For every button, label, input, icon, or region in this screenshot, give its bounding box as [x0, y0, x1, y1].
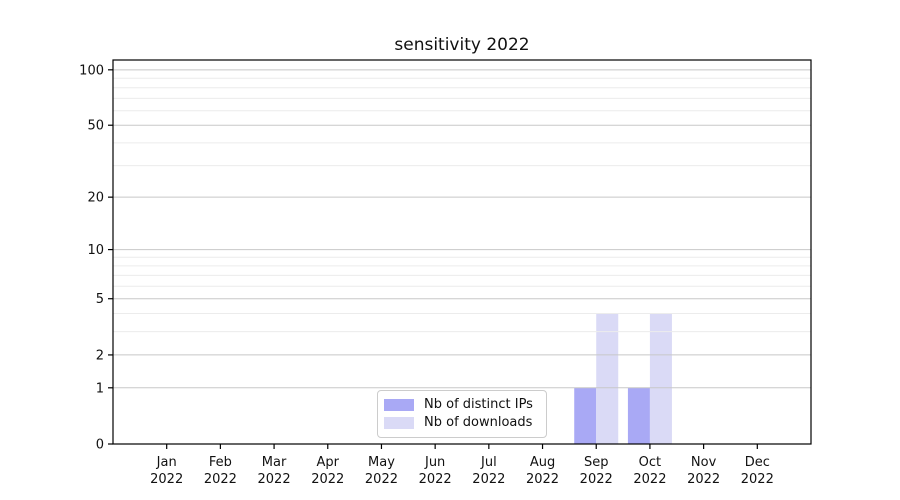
- legend-label-distinct-ips: Nb of distinct IPs: [424, 397, 533, 412]
- y-tick-label: 20: [87, 191, 104, 206]
- x-tick-label-month: Aug: [530, 455, 555, 470]
- x-tick-label-year: 2022: [687, 472, 720, 487]
- bar-downloads: [596, 313, 619, 444]
- y-tick-label: 10: [87, 243, 104, 258]
- y-tick-label: 1: [96, 381, 104, 396]
- x-tick-label-year: 2022: [419, 472, 452, 487]
- x-tick-label-year: 2022: [150, 472, 183, 487]
- x-tick-label-year: 2022: [311, 472, 344, 487]
- x-tick-label-year: 2022: [526, 472, 559, 487]
- legend-swatch-distinct-ips: [384, 399, 414, 411]
- chart-title: sensitivity 2022: [394, 35, 530, 55]
- legend-item-downloads: Nb of downloads: [384, 415, 540, 431]
- y-tick-label: 5: [96, 292, 104, 307]
- x-tick-label-year: 2022: [204, 472, 237, 487]
- x-tick-label-month: Nov: [691, 455, 717, 470]
- x-tick-label-month: Feb: [209, 455, 232, 470]
- legend: Nb of distinct IPs Nb of downloads: [377, 390, 547, 438]
- axes-frame: [112, 59, 812, 445]
- legend-item-distinct-ips: Nb of distinct IPs: [384, 397, 540, 413]
- x-tick-label-month: Jan: [156, 455, 177, 470]
- y-tick-label: 2: [96, 348, 104, 363]
- x-tick-label-month: Mar: [262, 455, 287, 470]
- legend-swatch-downloads: [384, 417, 414, 429]
- x-tick-label-month: May: [368, 455, 395, 470]
- x-tick-label-year: 2022: [633, 472, 666, 487]
- y-tick-label: 0: [96, 438, 104, 453]
- x-tick-label-month: Oct: [639, 455, 661, 470]
- bar-downloads: [649, 313, 672, 444]
- x-tick-label-year: 2022: [365, 472, 398, 487]
- y-tick-label: 50: [87, 119, 104, 134]
- x-tick-label-year: 2022: [472, 472, 505, 487]
- x-tick-label-month: Apr: [317, 455, 340, 470]
- x-tick-label-month: Dec: [745, 455, 770, 470]
- y-tick-label: 100: [79, 63, 104, 78]
- x-tick-label-year: 2022: [741, 472, 774, 487]
- bar-distinct-ips: [574, 387, 597, 444]
- legend-label-downloads: Nb of downloads: [424, 415, 533, 430]
- x-tick-label-year: 2022: [258, 472, 291, 487]
- x-tick-label-month: Jun: [424, 455, 445, 470]
- bar-distinct-ips: [627, 387, 650, 444]
- x-tick-label-month: Jul: [480, 455, 497, 470]
- x-tick-label-month: Sep: [584, 455, 609, 470]
- x-tick-label-year: 2022: [580, 472, 613, 487]
